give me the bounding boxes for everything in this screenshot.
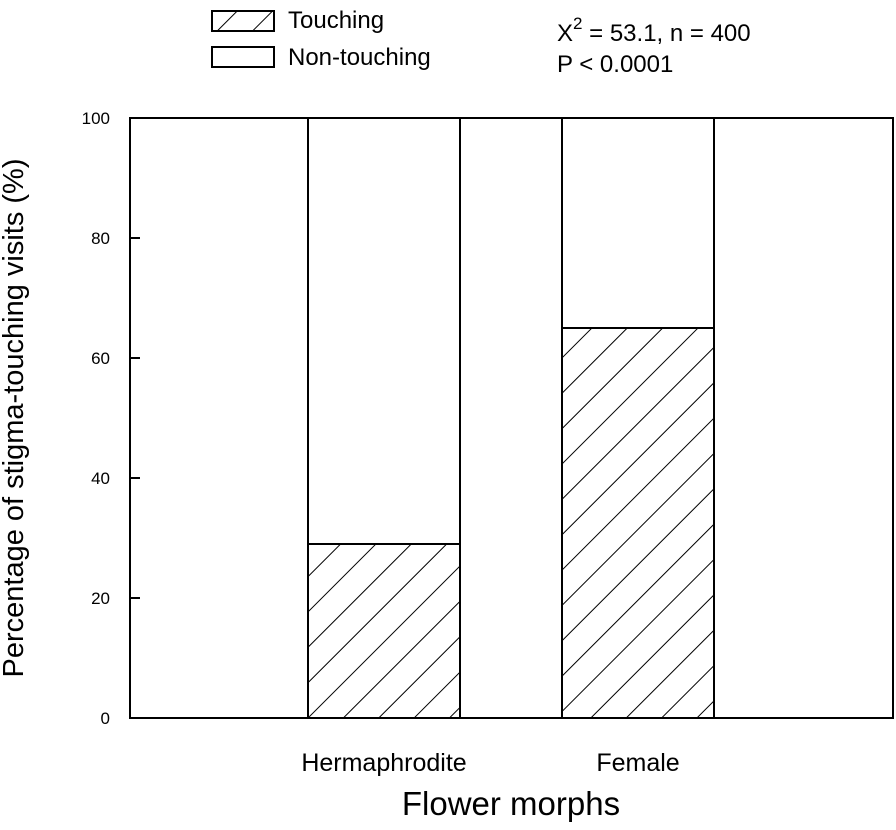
legend-item-non-touching: Non-touching (211, 44, 431, 71)
y-tick-label-100: 100 (82, 109, 110, 128)
legend-label-touching: Touching (288, 7, 384, 34)
x-category-label-female: Female (596, 749, 679, 777)
bar-female-non-touching (561, 117, 715, 329)
y-tick-label-60: 60 (91, 349, 110, 368)
legend-label-non-touching: Non-touching (288, 44, 431, 71)
legend: Touching Non-touching (211, 7, 431, 71)
bar-female-touching (561, 327, 715, 719)
x-category-label-hermaphrodite: Hermaphrodite (301, 749, 466, 777)
bar-hermaphrodite-non-touching (307, 117, 461, 545)
y-axis-title: Percentage of stigma-touching visits (%) (0, 159, 30, 678)
y-axis-ticks: 0 20 40 60 80 100 (82, 109, 140, 728)
stats-annotation: X2 = 53.1, n = 400 P < 0.0001 (557, 14, 751, 78)
chi-square-rest: = 53.1, n = 400 (582, 20, 750, 47)
y-tick-label-20: 20 (91, 589, 110, 608)
legend-item-touching: Touching (211, 7, 384, 34)
bars (307, 117, 715, 719)
legend-swatch-touching (211, 10, 275, 32)
p-value-text: P < 0.0001 (557, 51, 673, 78)
legend-swatch-non-touching (211, 46, 275, 68)
y-tick-label-80: 80 (91, 229, 110, 248)
chi-square-symbol: X (557, 20, 573, 47)
plot-frame (129, 117, 894, 719)
chi-square-text: X2 = 53.1, n = 400 (557, 14, 751, 47)
x-axis-title: Flower morphs (402, 785, 620, 822)
y-tick-label-40: 40 (91, 469, 110, 488)
chi-square-superscript: 2 (573, 14, 582, 33)
x-axis-categories: Hermaphrodite Female (301, 749, 679, 777)
y-tick-label-0: 0 (101, 709, 110, 728)
bar-hermaphrodite-touching (307, 543, 461, 719)
